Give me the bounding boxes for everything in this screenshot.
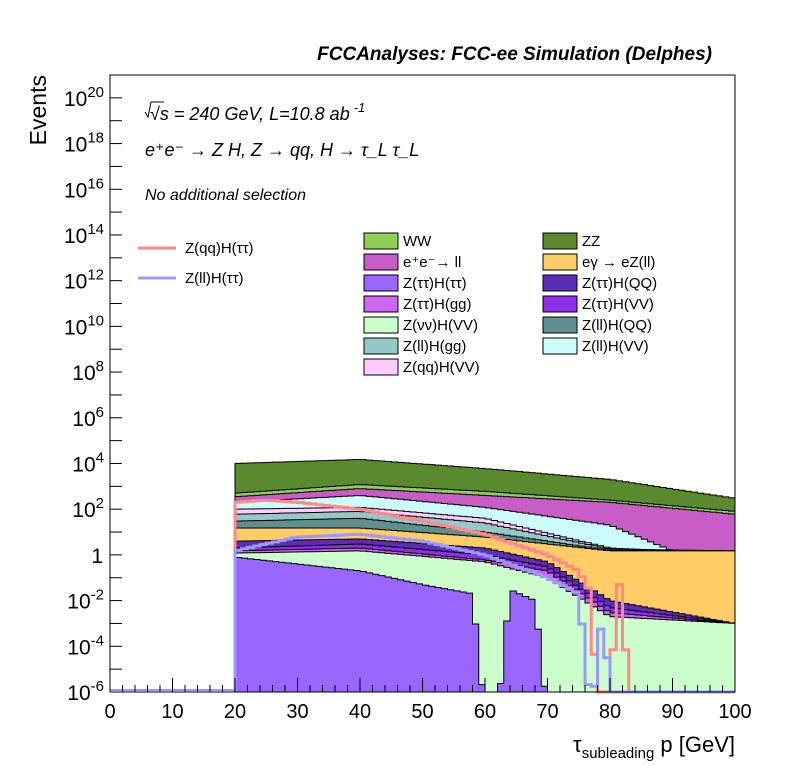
x-tick-label: 0 bbox=[104, 701, 115, 723]
legend-label: Z(ττ)H(ττ) bbox=[403, 275, 467, 292]
signal-z-ll-h- bbox=[233, 532, 735, 694]
y-tick-label: 1012 bbox=[64, 267, 104, 294]
legend-label: eγ → eZ(ll) bbox=[582, 254, 655, 271]
legend-label: Z(ll)H(gg) bbox=[403, 338, 466, 355]
legend-swatch bbox=[363, 253, 399, 271]
energy-lumi-text: = 240 GeV, L=10.8 ab bbox=[169, 104, 350, 124]
legend-label: ZZ bbox=[582, 233, 600, 250]
legend-swatch bbox=[542, 295, 578, 313]
x-tick-label: 80 bbox=[599, 701, 621, 723]
header-title: FCCAnalyses: FCC-ee Simulation (Delphes) bbox=[317, 44, 712, 65]
legend-label: Z(ll)H(QQ) bbox=[582, 317, 652, 334]
y-axis-label: Events bbox=[25, 75, 51, 145]
x-tick-label: 100 bbox=[718, 701, 751, 723]
x-tick-label: 70 bbox=[536, 701, 558, 723]
legend-signal-label: Z(ll)H(ττ) bbox=[185, 270, 244, 287]
y-tick-label: 102 bbox=[72, 495, 104, 522]
legend-label: e⁺e⁻→ ll bbox=[403, 254, 461, 271]
process-annotation: e⁺e⁻ → Z H, Z → qq, H → τ_L τ_L bbox=[145, 140, 419, 160]
legend-backgrounds: WW ZZ e⁺e⁻→ ll eγ → eZ(ll) Z(ττ)H(ττ) Z(ττ)H(… bbox=[363, 232, 657, 376]
y-tick-label: 1014 bbox=[64, 221, 104, 248]
y-axis: 10-6 10-4 10-2 1 102 104 106 108 1010 1012 1014 101… bbox=[64, 84, 122, 705]
svg-text:√s = 240 GeV, L=10.8 ab-1: √s = 240 GeV, L=10.8 ab -1 bbox=[150, 100, 365, 124]
y-tick-label: 1 bbox=[91, 545, 103, 568]
legend-swatch bbox=[363, 316, 399, 334]
legend-swatch bbox=[542, 337, 578, 355]
x-tick-label: 40 bbox=[349, 701, 371, 723]
y-tick-label: 106 bbox=[72, 404, 104, 431]
legend-swatch bbox=[363, 295, 399, 313]
selection-annotation: No additional selection bbox=[145, 187, 306, 204]
legend-swatch bbox=[363, 337, 399, 355]
legend-label: Z(νν)H(VV) bbox=[403, 317, 478, 334]
legend-signal-label: Z(qq)H(ττ) bbox=[185, 240, 254, 257]
legend-label: Z(ττ)H(VV) bbox=[582, 296, 654, 313]
x-tick-label: 50 bbox=[411, 701, 433, 723]
y-tick-label: 1016 bbox=[64, 175, 104, 202]
x-axis: 0 10 20 30 40 50 60 70 80 90 100 bbox=[104, 678, 752, 723]
y-tick-label: 1020 bbox=[64, 84, 104, 111]
y-tick-label: 1010 bbox=[64, 312, 104, 339]
x-tick-label: 20 bbox=[224, 701, 246, 723]
y-tick-label: 10-4 bbox=[67, 632, 104, 659]
legend-label: Z(ττ)H(QQ) bbox=[582, 275, 657, 292]
legend-swatch bbox=[363, 274, 399, 292]
legend-label: WW bbox=[403, 233, 432, 250]
x-tick-label: 30 bbox=[286, 701, 308, 723]
legend-signals: Z(qq)H(ττ) Z(ll)H(ττ) bbox=[138, 240, 254, 287]
x-tick-label: 60 bbox=[474, 701, 496, 723]
y-tick-label: 104 bbox=[72, 449, 104, 476]
legend-swatch bbox=[542, 316, 578, 334]
legend-swatch bbox=[542, 232, 578, 250]
lumi-exponent: -1 bbox=[354, 100, 366, 115]
legend-swatch bbox=[363, 232, 399, 250]
stacked-backgrounds bbox=[234, 459, 736, 693]
y-tick-label: 108 bbox=[72, 358, 104, 385]
legend-swatch bbox=[542, 253, 578, 271]
x-tick-label: 10 bbox=[161, 701, 183, 723]
legend-swatch bbox=[363, 358, 399, 376]
y-tick-label: 10-6 bbox=[67, 678, 104, 705]
sqrt-s-symbol: √s bbox=[150, 104, 169, 124]
legend-label: Z(qq)H(VV) bbox=[403, 359, 480, 376]
y-tick-label: 10-2 bbox=[67, 587, 104, 614]
x-axis-label: τsubleading p [GeV] bbox=[573, 732, 735, 762]
energy-annotation: √s = 240 GeV, L=10.8 ab -1 bbox=[144, 100, 365, 124]
x-tick-label: 90 bbox=[661, 701, 683, 723]
y-tick-label: 1018 bbox=[64, 130, 104, 157]
legend-label: Z(ττ)H(gg) bbox=[403, 296, 472, 313]
legend-swatch bbox=[542, 274, 578, 292]
legend-label: Z(ll)H(VV) bbox=[582, 338, 649, 355]
